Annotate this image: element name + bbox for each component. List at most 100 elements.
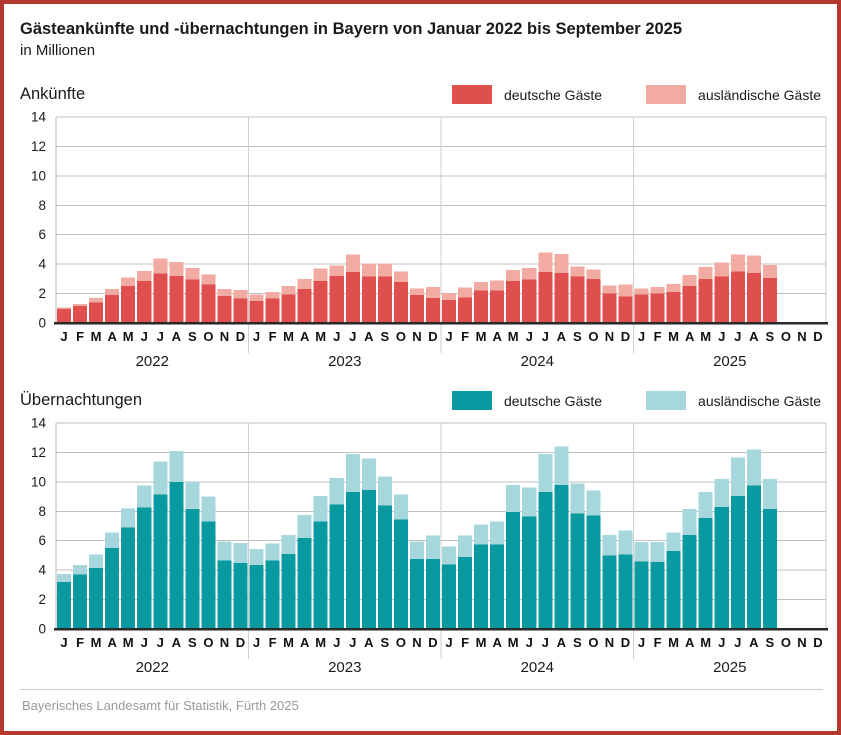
bar-segment-domestic (666, 291, 681, 323)
legend-label-domestic-guests: deutsche Gäste (503, 392, 603, 409)
source-attribution: Bayerisches Landesamt für Statistik, Für… (22, 697, 299, 713)
bar-segment-domestic (281, 293, 296, 323)
month-label: O (203, 635, 213, 650)
month-label: J (718, 329, 725, 344)
bar-segment-domestic (650, 293, 665, 323)
month-label: A (749, 635, 759, 650)
bar-segment-domestic (329, 275, 344, 323)
bar-segment-domestic (233, 562, 248, 629)
month-label: D (236, 635, 245, 650)
bar-segment-domestic (682, 534, 697, 629)
bar-segment-domestic (490, 544, 505, 629)
bar-segment-foreign (377, 476, 392, 506)
month-label: J (141, 635, 148, 650)
bar-segment-domestic (634, 293, 649, 323)
bar-segment-domestic (746, 272, 761, 323)
bar-segment-domestic (538, 491, 553, 629)
bar-segment-foreign (554, 253, 569, 273)
bar-segment-foreign (538, 251, 553, 272)
bar-segment-foreign (762, 478, 777, 509)
bar-segment-foreign (682, 508, 697, 535)
year-label: 2023 (328, 353, 361, 370)
bar-segment-domestic (474, 544, 489, 629)
bar-segment-foreign (730, 254, 745, 272)
bar-segment-domestic (89, 567, 104, 629)
bar-segment-foreign (602, 534, 617, 556)
month-label: J (542, 635, 549, 650)
bar-segment-domestic (409, 558, 424, 629)
bar-segment-domestic (105, 294, 120, 323)
month-label: A (300, 329, 310, 344)
footer-divider (20, 688, 823, 690)
bar-segment-domestic (153, 493, 168, 629)
bar-segment-domestic (297, 288, 312, 323)
bar-segment-domestic (490, 290, 505, 323)
bar-segment-domestic (265, 560, 280, 629)
bar-segment-domestic (538, 271, 553, 323)
bar-segment-domestic (442, 563, 457, 629)
y-tick-label: 6 (38, 227, 46, 242)
bar-segment-foreign (137, 270, 152, 281)
bar-segment-domestic (185, 279, 200, 323)
y-tick-label: 12 (31, 139, 46, 154)
month-label: N (412, 329, 421, 344)
bar-segment-domestic (281, 553, 296, 629)
month-label: D (428, 635, 437, 650)
y-tick-label: 8 (38, 197, 46, 212)
bar-segment-foreign (345, 453, 360, 492)
month-label: M (91, 635, 102, 650)
month-label: D (621, 635, 630, 650)
month-label: J (349, 635, 356, 650)
y-tick-label: 0 (38, 621, 46, 636)
bar-segment-foreign (121, 507, 136, 528)
bar-segment-domestic (137, 507, 152, 629)
bar-segment-foreign (217, 288, 232, 296)
bar-segment-foreign (570, 482, 585, 514)
bar-segment-domestic (297, 537, 312, 629)
bar-segment-foreign (361, 457, 376, 490)
bar-segment-domestic (458, 556, 473, 629)
bar-segment-foreign (682, 274, 697, 286)
bar-segment-foreign (714, 478, 729, 507)
month-label: M (668, 635, 679, 650)
bar-segment-foreign (201, 496, 216, 522)
bar-segment-foreign (313, 495, 328, 522)
bar-segment-domestic (249, 564, 264, 629)
month-label: M (476, 635, 487, 650)
bar-segment-foreign (73, 564, 88, 575)
month-label: O (588, 635, 598, 650)
month-label: A (557, 635, 567, 650)
bar-segment-foreign (89, 554, 104, 568)
bar-segment-domestic (137, 280, 152, 323)
bar-segment-domestic (409, 294, 424, 323)
month-label: A (172, 329, 182, 344)
bar-segment-foreign (393, 493, 408, 519)
legend-swatch-domestic-guests (451, 85, 492, 105)
y-tick-label: 4 (38, 256, 46, 271)
month-label: F (654, 329, 662, 344)
month-label: J (734, 635, 741, 650)
month-label: F (76, 635, 84, 650)
bar-segment-foreign (425, 535, 440, 559)
bar-segment-domestic (650, 561, 665, 629)
bar-segment-foreign (153, 460, 168, 494)
bar-segment-domestic (89, 302, 104, 323)
bar-segment-domestic (73, 574, 88, 629)
month-label: A (300, 635, 310, 650)
bar-segment-foreign (490, 521, 505, 545)
y-tick-label: 14 (31, 111, 47, 125)
bar-segment-foreign (185, 267, 200, 280)
month-label: O (396, 635, 406, 650)
month-label: D (813, 635, 822, 650)
month-label: A (557, 329, 567, 344)
bar-segment-foreign (249, 548, 264, 565)
month-label: M (315, 635, 326, 650)
bar-segment-foreign (393, 271, 408, 282)
month-label: M (700, 329, 711, 344)
bar-segment-foreign (570, 265, 585, 277)
month-label: J (445, 635, 452, 650)
month-label: S (381, 635, 390, 650)
bar-segment-domestic (361, 276, 376, 323)
bar-segment-domestic (602, 555, 617, 629)
bar-segment-domestic (313, 521, 328, 629)
